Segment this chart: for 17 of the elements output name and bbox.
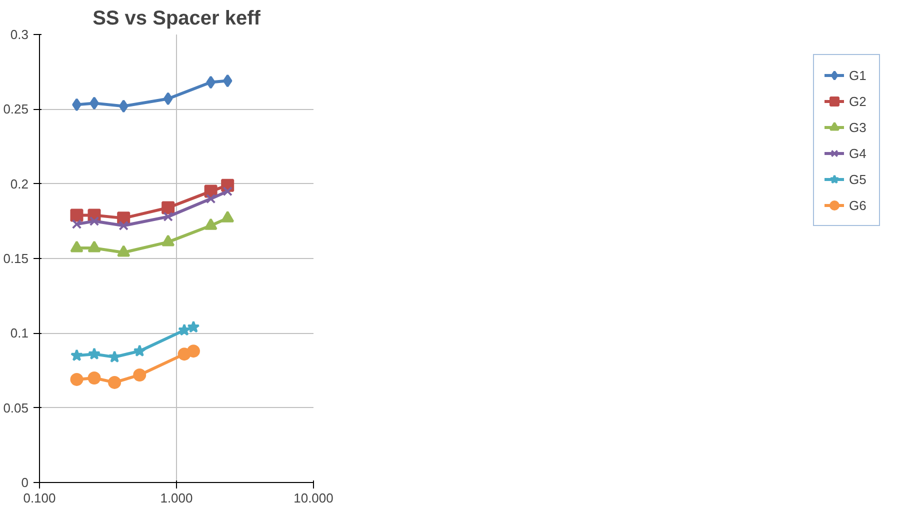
- legend-label: G3: [849, 120, 868, 134]
- y-tick-label: 0.05: [3, 400, 29, 416]
- y-tick-label: 0.15: [3, 251, 29, 266]
- y-tick-label: 0: [21, 475, 29, 490]
- legend-label: G1: [849, 68, 868, 82]
- x-tick-label: 1.000: [160, 490, 193, 506]
- legend-label: G2: [849, 94, 868, 108]
- x-tick-label: 0.100: [23, 490, 56, 506]
- y-tick-label: 0.3: [10, 27, 29, 42]
- y-tick-label: 0.1: [10, 326, 29, 341]
- legend-label: G4: [849, 146, 868, 160]
- chart-title: SS vs Spacer keff: [92, 8, 261, 30]
- x-tick-label: 10.000: [294, 490, 334, 506]
- legend-label: G5: [849, 172, 868, 186]
- legend-label: G6: [849, 198, 868, 212]
- y-tick-label: 0.25: [3, 102, 29, 117]
- y-tick-label: 0.2: [10, 176, 29, 192]
